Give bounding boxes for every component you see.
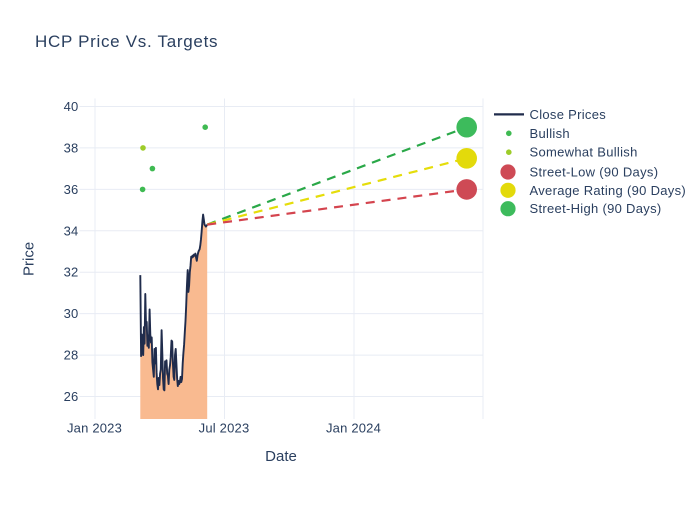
svg-text:32: 32 (64, 265, 79, 280)
svg-text:Jul 2023: Jul 2023 (199, 421, 250, 436)
svg-text:Somewhat Bullish: Somewhat Bullish (530, 145, 638, 160)
svg-text:Street-High (90 Days): Street-High (90 Days) (530, 201, 662, 216)
svg-text:36: 36 (64, 182, 79, 197)
svg-text:Street-Low (90 Days): Street-Low (90 Days) (530, 165, 659, 180)
svg-text:HCP Price Vs. Targets: HCP Price Vs. Targets (35, 32, 218, 51)
svg-text:40: 40 (64, 99, 79, 114)
svg-text:Bullish: Bullish (530, 126, 570, 141)
svg-text:Price: Price (21, 242, 38, 276)
svg-text:Date: Date (265, 448, 297, 465)
svg-text:Jan 2023: Jan 2023 (67, 421, 122, 436)
svg-text:Close Prices: Close Prices (530, 107, 607, 122)
svg-text:28: 28 (64, 348, 79, 363)
svg-text:34: 34 (64, 223, 79, 238)
svg-text:Average Rating (90 Days): Average Rating (90 Days) (530, 183, 687, 198)
svg-text:26: 26 (64, 389, 79, 404)
svg-text:30: 30 (64, 306, 79, 321)
svg-text:38: 38 (64, 140, 79, 155)
svg-text:Jan 2024: Jan 2024 (326, 421, 381, 436)
